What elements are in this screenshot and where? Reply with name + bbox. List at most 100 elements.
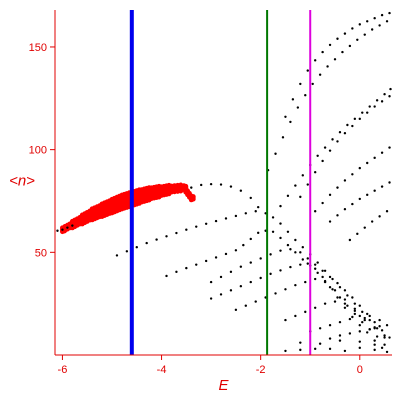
black-data-point: [234, 308, 238, 312]
y-tick-label: 150: [29, 42, 47, 54]
black-data-point: [224, 252, 228, 256]
black-data-point: [321, 50, 324, 54]
black-data-point: [351, 173, 354, 176]
black-data-point: [378, 215, 381, 218]
black-data-point: [348, 332, 352, 335]
black-data-point: [229, 270, 233, 274]
black-data-point: [299, 341, 302, 344]
black-data-point: [274, 152, 277, 155]
black-data-point: [336, 140, 339, 143]
black-data-point: [378, 24, 381, 27]
black-data-point: [356, 232, 359, 236]
black-data-point: [336, 281, 339, 285]
black-data-point: [380, 346, 384, 350]
black-data-point: [204, 222, 208, 225]
black-data-point: [313, 263, 317, 266]
black-data-point: [219, 275, 223, 279]
black-data-point: [361, 111, 364, 114]
black-data-point: [343, 132, 347, 135]
black-data-point: [373, 105, 376, 108]
black-data-point: [209, 280, 213, 284]
black-data-point: [271, 230, 275, 233]
black-data-point: [375, 327, 379, 330]
black-data-point: [204, 259, 208, 263]
black-data-point: [380, 185, 384, 188]
black-data-point: [299, 251, 302, 254]
black-data-point: [294, 238, 297, 242]
black-data-point: [224, 217, 228, 220]
points-layer: [56, 11, 392, 354]
black-data-point: [313, 171, 317, 174]
black-data-point: [331, 138, 334, 141]
black-data-point: [249, 280, 252, 284]
black-data-point: [313, 277, 317, 281]
black-data-point: [323, 146, 327, 149]
black-data-point: [306, 262, 309, 265]
black-data-point: [296, 106, 300, 109]
black-data-point: [209, 182, 213, 186]
black-data-point: [286, 194, 290, 198]
y-axis-label: <n>: [9, 173, 35, 190]
black-data-point: [343, 207, 347, 211]
black-data-point: [165, 274, 168, 278]
black-data-point: [328, 220, 332, 223]
black-data-point: [279, 222, 282, 225]
black-data-point: [286, 230, 290, 233]
black-data-point: [323, 280, 327, 284]
black-data-point: [380, 13, 384, 17]
x-tick-label: -6: [58, 364, 68, 376]
black-data-point: [244, 212, 248, 215]
black-data-point: [385, 350, 389, 354]
black-data-point: [304, 280, 307, 284]
black-data-point: [346, 123, 349, 127]
black-data-point: [388, 95, 391, 98]
black-data-point: [279, 249, 282, 252]
black-data-point: [306, 69, 309, 72]
black-data-point: [316, 271, 319, 275]
black-data-point: [388, 336, 391, 339]
y-tick-label: 50: [35, 247, 47, 259]
black-data-point: [343, 302, 347, 305]
black-data-point: [351, 124, 354, 128]
black-data-point: [301, 258, 304, 261]
black-data-point: [185, 266, 188, 270]
black-data-point: [291, 98, 295, 101]
black-data-point: [370, 28, 374, 31]
black-data-point: [269, 272, 272, 276]
black-data-point: [289, 248, 292, 251]
black-data-point: [343, 306, 347, 309]
black-data-point: [346, 304, 349, 307]
black-data-point: [378, 318, 381, 322]
black-data-point: [135, 245, 138, 249]
black-data-point: [249, 196, 252, 200]
black-data-point: [279, 236, 282, 240]
x-tick-label: -2: [256, 364, 266, 376]
black-data-point: [348, 317, 352, 321]
black-data-point: [363, 316, 366, 320]
black-data-point: [299, 195, 302, 199]
black-data-point: [333, 58, 337, 61]
black-data-point: [358, 330, 361, 333]
black-data-point: [333, 300, 337, 303]
black-data-point: [373, 156, 376, 160]
black-data-point: [336, 37, 339, 40]
black-data-point: [304, 94, 307, 97]
black-data-point: [358, 166, 361, 170]
black-data-point: [254, 210, 257, 213]
black-data-point: [254, 300, 257, 303]
black-data-point: [313, 306, 317, 309]
black-data-point: [284, 115, 287, 118]
black-data-point: [328, 286, 332, 289]
black-data-point: [199, 183, 203, 187]
black-data-point: [343, 349, 347, 353]
black-data-point: [219, 183, 223, 186]
black-data-point: [328, 275, 332, 279]
black-data-point: [343, 179, 347, 182]
black-data-point: [358, 117, 361, 121]
black-data-point: [256, 205, 260, 209]
black-data-point: [368, 105, 371, 108]
black-data-point: [214, 219, 218, 223]
black-data-point: [125, 250, 129, 253]
black-data-point: [373, 327, 376, 330]
